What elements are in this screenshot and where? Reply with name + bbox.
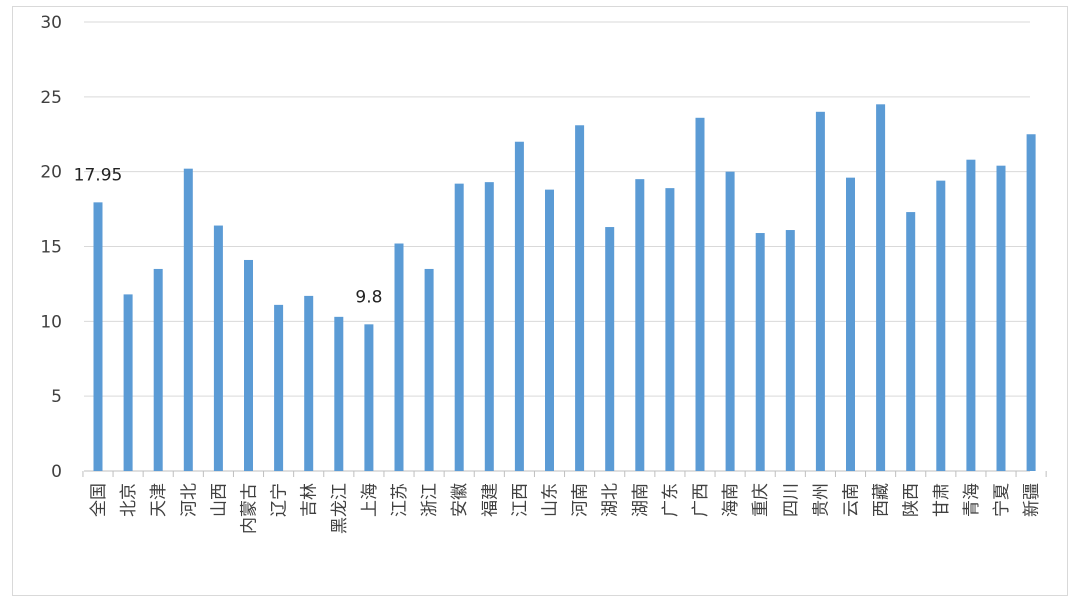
bar [304, 295, 314, 471]
x-tick-label: 江苏 [390, 483, 410, 517]
data-label: 9.8 [355, 287, 382, 307]
data-labels: 17.95 9.8 [74, 165, 383, 307]
bars [93, 104, 1036, 472]
x-tick-label: 甘肃 [932, 483, 952, 517]
y-tick-label: 10 [40, 312, 62, 332]
x-tick-label: 西藏 [872, 483, 892, 517]
x-tick-label: 河北 [179, 483, 199, 517]
y-tick-label: 0 [51, 462, 62, 482]
bar [545, 189, 554, 472]
y-tick-label: 25 [40, 88, 62, 108]
bar [695, 117, 705, 471]
bar [725, 171, 735, 471]
x-tick-label: 贵州 [811, 483, 831, 517]
y-tick-label: 30 [40, 13, 62, 33]
x-tick-label: 广西 [691, 483, 711, 517]
data-label: 17.95 [74, 165, 123, 185]
bar [183, 168, 193, 471]
x-tick-label: 新疆 [1022, 483, 1042, 517]
x-tick-label: 福建 [480, 483, 500, 517]
bar [575, 125, 585, 472]
bar [996, 165, 1006, 471]
x-tick-label: 重庆 [751, 483, 771, 517]
x-tick-label: 湖北 [601, 483, 621, 517]
y-axis: 0 5 10 15 20 25 30 [40, 13, 62, 482]
x-tick-label: 吉林 [300, 483, 320, 517]
bar [635, 179, 645, 471]
bar [1026, 134, 1036, 471]
bar [484, 182, 494, 472]
x-tick-label: 宁夏 [992, 483, 1012, 517]
bar [876, 104, 886, 472]
x-tick-label: 云南 [842, 483, 862, 517]
x-tick-label: 内蒙古 [240, 483, 260, 534]
x-tick-label: 天津 [149, 483, 169, 517]
bar [93, 202, 103, 471]
x-tick-label: 海南 [721, 483, 741, 517]
bar [785, 230, 795, 471]
bar [244, 259, 253, 471]
x-tick-label: 陕西 [902, 483, 922, 517]
bar [334, 316, 344, 471]
bar [665, 188, 675, 471]
x-tick-label: 湖南 [631, 483, 651, 517]
x-tick-label: 广东 [661, 483, 681, 517]
bar [846, 177, 855, 472]
x-tick-label: 山东 [541, 483, 561, 517]
x-axis: 全国 北京 天津 河北 山西 内蒙古 辽宁 吉林 黑龙江 上海 江苏 浙江 安徽 福建 江西 山东 河南 湖北 湖南… [82, 471, 1047, 534]
bar [514, 141, 524, 471]
bar [755, 233, 765, 471]
bar [153, 268, 163, 471]
x-tick-label: 江西 [510, 483, 530, 517]
x-tick-label: 安徽 [450, 483, 470, 517]
bar [123, 294, 133, 471]
x-tick-label: 全国 [89, 483, 109, 517]
bar [936, 180, 946, 471]
bar [966, 159, 976, 471]
x-tick-label: 辽宁 [270, 483, 290, 517]
bar [274, 304, 284, 471]
bar [454, 183, 464, 471]
x-tick-label: 山西 [209, 483, 229, 517]
y-tick-label: 15 [40, 238, 62, 258]
x-tick-label: 黑龙江 [330, 483, 350, 534]
x-tick-label: 北京 [119, 483, 139, 517]
bar [605, 227, 615, 471]
y-tick-label: 5 [51, 387, 62, 407]
bar [364, 324, 374, 471]
bar [213, 225, 223, 471]
bar [906, 212, 916, 471]
bar [815, 111, 825, 472]
gridlines [84, 21, 1030, 472]
x-tick-label: 四川 [781, 483, 801, 517]
x-tick-label: 上海 [360, 483, 380, 517]
x-tick-label: 浙江 [420, 483, 440, 517]
bar [394, 243, 404, 471]
bar [424, 268, 434, 471]
x-tick-label: 青海 [962, 483, 982, 517]
y-tick-label: 20 [40, 163, 62, 183]
x-tick-label: 河南 [571, 483, 591, 517]
